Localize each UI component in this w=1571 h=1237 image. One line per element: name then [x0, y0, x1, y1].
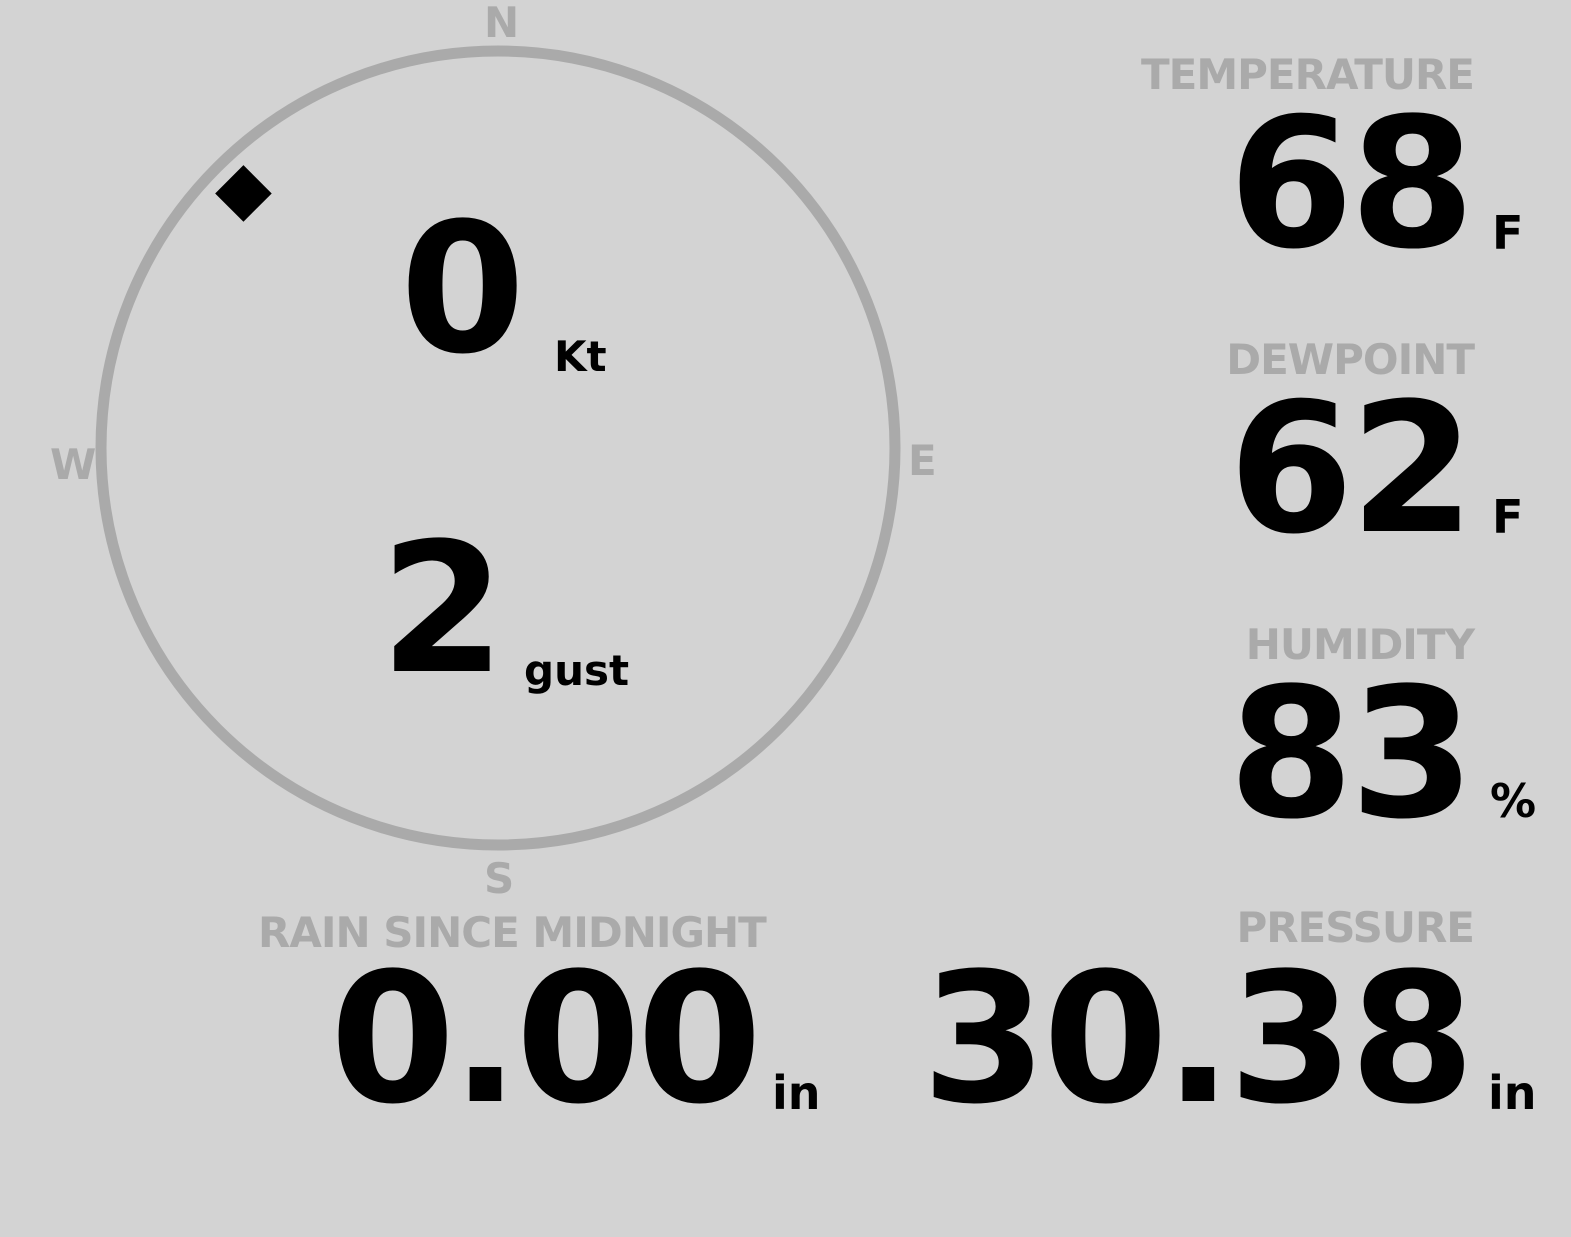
wind-compass [95, 45, 901, 851]
compass-north: N [484, 0, 520, 47]
pressure-label: PRESSURE [1236, 903, 1475, 952]
humidity-unit: % [1490, 774, 1537, 828]
pressure-value: 30.38 [921, 935, 1475, 1144]
compass-east: E [908, 436, 937, 485]
temperature-unit: F [1492, 206, 1524, 260]
wind-speed-unit: Kt [554, 332, 607, 381]
wind-gust-unit: gust [524, 646, 630, 695]
humidity-label: HUMIDITY [1245, 620, 1475, 669]
rain-label: RAIN SINCE MIDNIGHT [258, 908, 767, 957]
rain-unit: in [772, 1066, 821, 1120]
dewpoint-unit: F [1492, 490, 1524, 544]
compass-south: S [484, 854, 515, 903]
temperature-label: TEMPERATURE [1141, 50, 1475, 99]
rain-value: 0.00 [330, 935, 762, 1144]
compass-west: W [50, 440, 97, 489]
humidity-value: 83 [1228, 650, 1475, 859]
compass-ring [95, 45, 901, 851]
dewpoint-label: DEWPOINT [1226, 335, 1475, 384]
wind-direction-marker [215, 165, 272, 222]
wind-speed-value: 0 [400, 185, 525, 394]
pressure-unit: in [1488, 1066, 1537, 1120]
wind-gust-value: 2 [380, 505, 505, 714]
temperature-value: 68 [1228, 80, 1475, 289]
dewpoint-value: 62 [1228, 365, 1475, 574]
